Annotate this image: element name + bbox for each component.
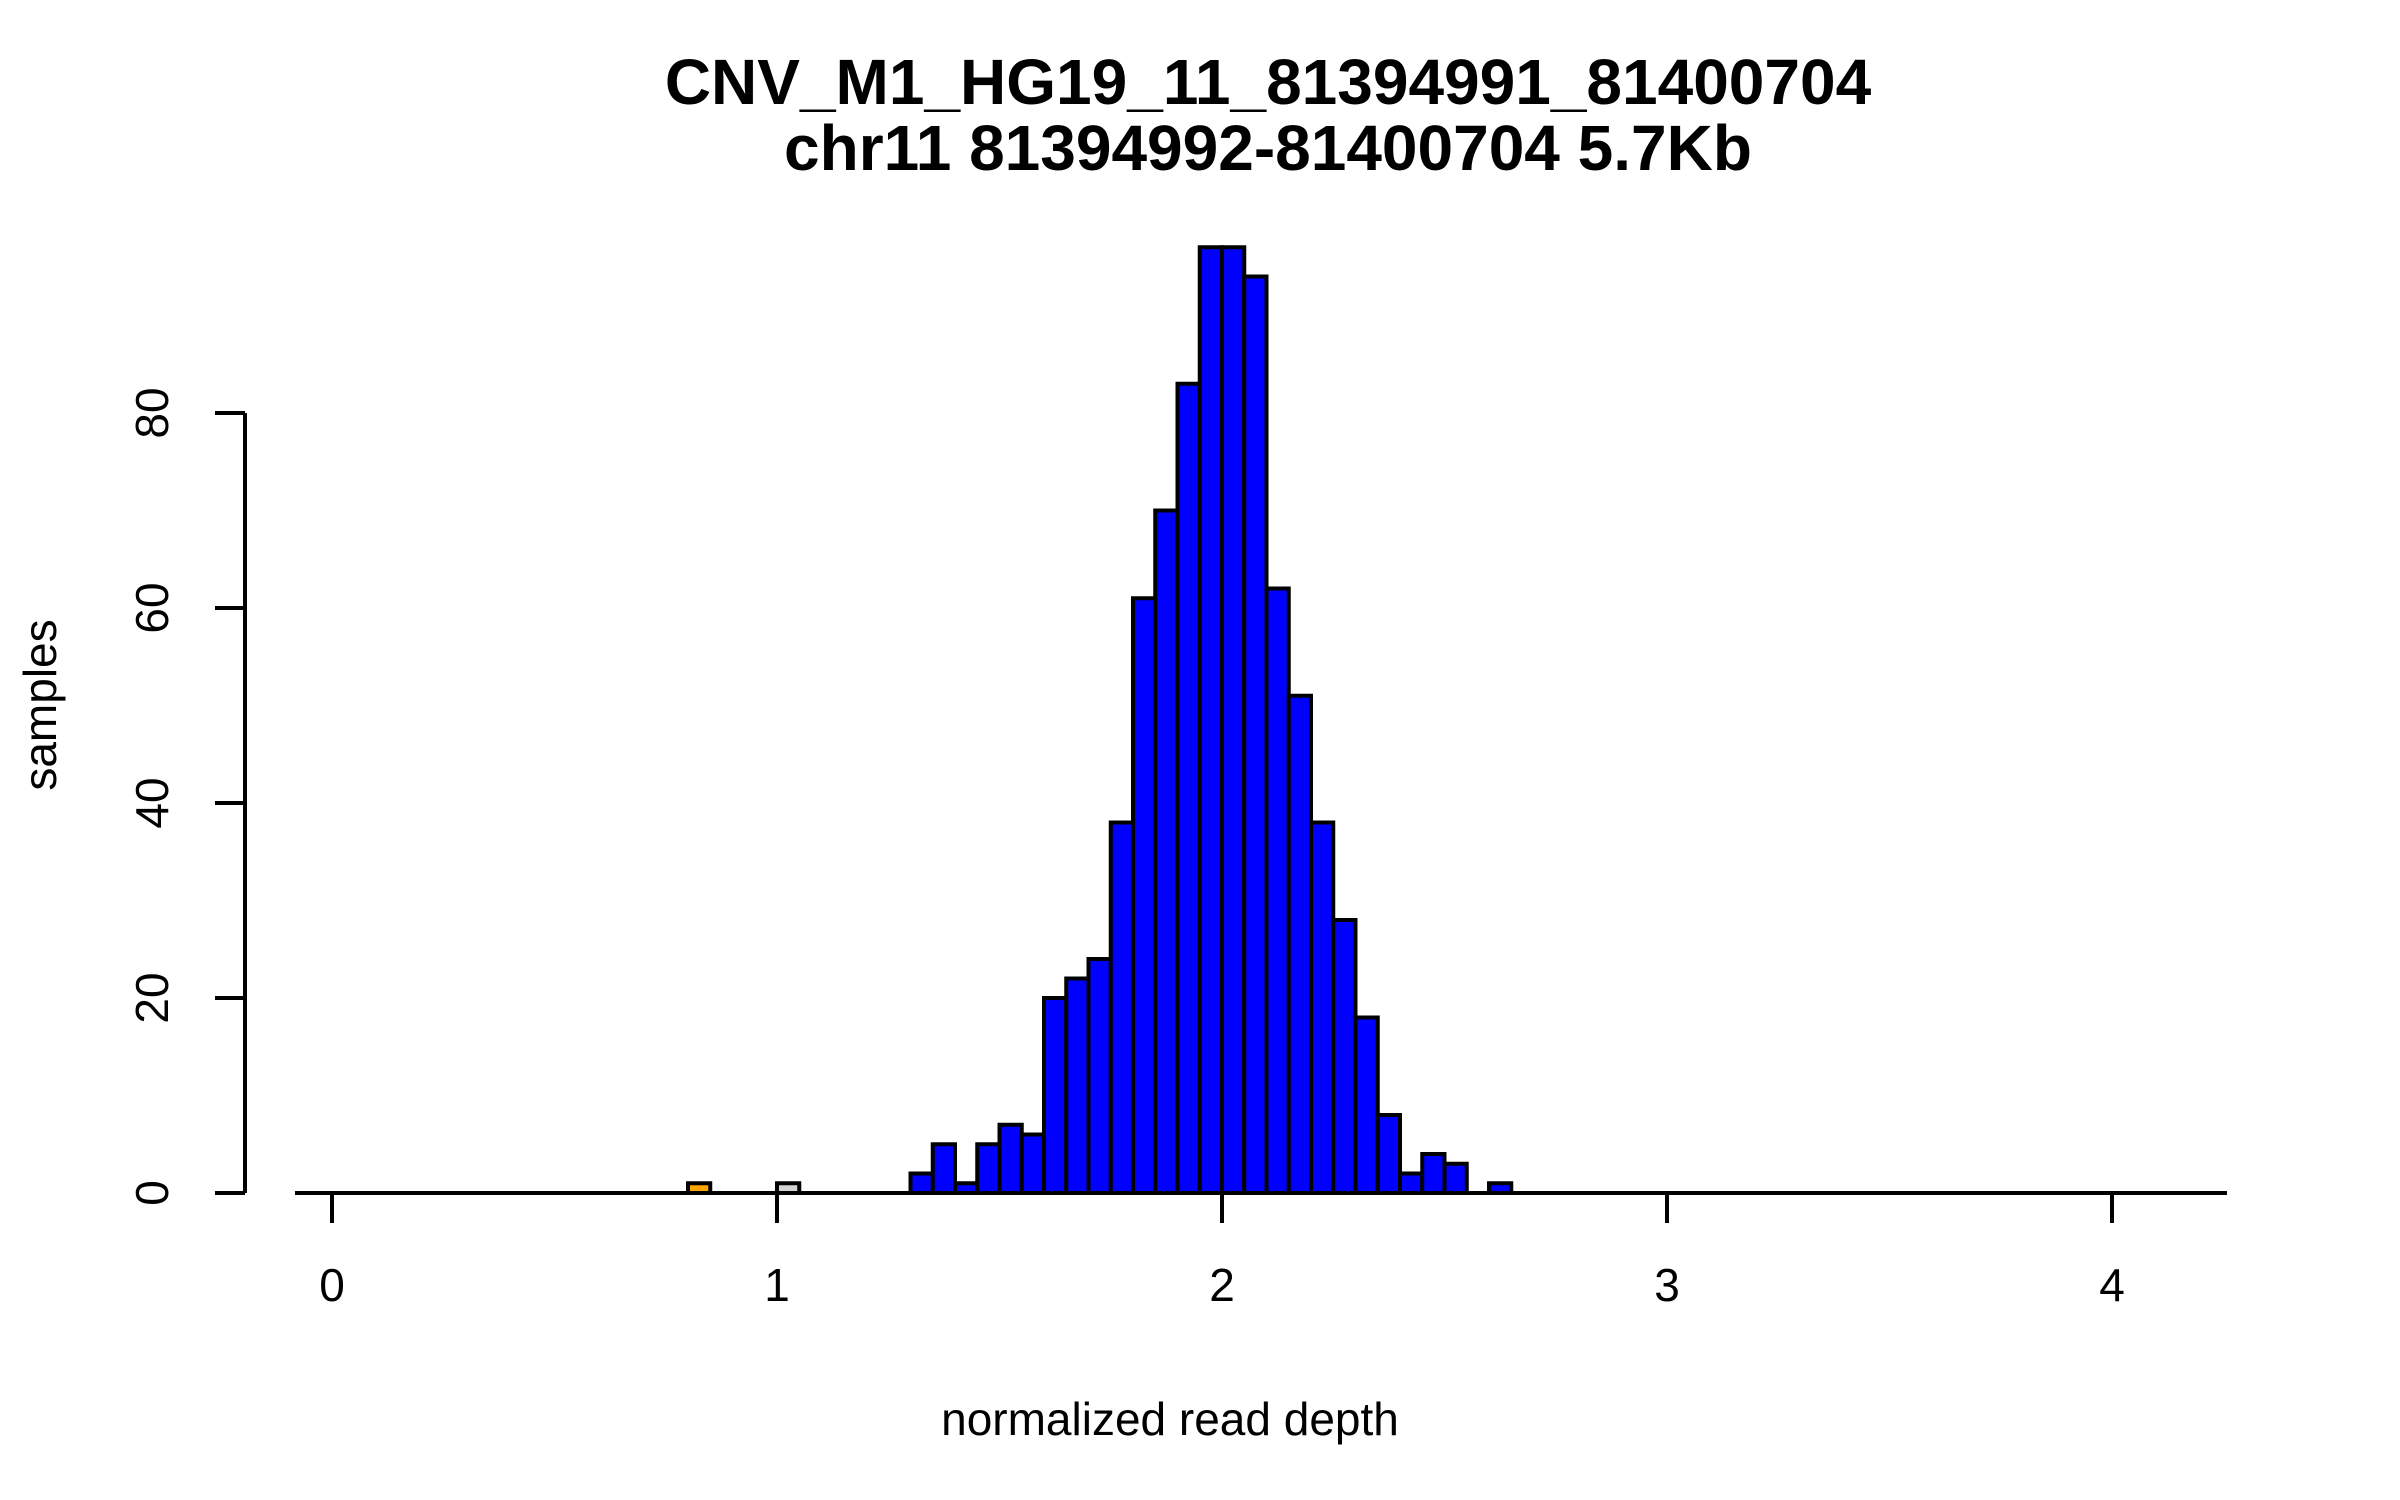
y-axis-title: samples	[14, 619, 66, 791]
histogram-bar	[1086, 957, 1113, 1195]
histogram-bar	[1331, 918, 1358, 1195]
x-tick-label: 2	[1209, 1259, 1235, 1311]
histogram-bar	[1286, 693, 1313, 1195]
histogram-bar	[1353, 1015, 1380, 1195]
histogram-bar	[1420, 1152, 1447, 1195]
x-tick-label: 0	[319, 1259, 345, 1311]
y-tick-label: 60	[126, 582, 178, 634]
histogram-bar	[975, 1142, 1002, 1195]
histogram-bar	[1153, 508, 1180, 1195]
y-tick-label: 0	[126, 1180, 178, 1206]
histogram-bar	[1375, 1113, 1402, 1195]
y-tick-label: 20	[126, 972, 178, 1024]
histogram-bar	[930, 1142, 957, 1195]
chart-title: CNV_M1_HG19_11_81394991_81400704	[664, 46, 1872, 118]
histogram-bar	[908, 1171, 935, 1195]
histogram-bar	[1398, 1171, 1425, 1195]
histogram-bar	[1442, 1161, 1469, 1195]
histogram-bar	[1175, 381, 1202, 1195]
y-tick-label: 80	[126, 387, 178, 439]
histogram-bar	[1064, 976, 1091, 1195]
histogram-bar	[1019, 1132, 1046, 1195]
chart-subtitle: chr11 81394992-81400704 5.7Kb	[784, 112, 1752, 184]
histogram-bar	[997, 1122, 1024, 1195]
histogram-bar	[1108, 820, 1135, 1195]
histogram-bar	[1309, 820, 1336, 1195]
x-tick-label: 3	[1654, 1259, 1680, 1311]
y-tick-label: 40	[126, 777, 178, 829]
x-tick-label: 4	[2099, 1259, 2125, 1311]
x-axis-title: normalized read depth	[941, 1393, 1399, 1445]
histogram-bar	[1242, 274, 1269, 1195]
histogram-bar	[1197, 245, 1224, 1195]
x-tick-label: 1	[764, 1259, 790, 1311]
histogram-bar	[1042, 996, 1069, 1195]
histogram-bar	[1220, 245, 1247, 1195]
histogram-bar	[1131, 596, 1158, 1195]
histogram-bar	[1264, 586, 1291, 1195]
